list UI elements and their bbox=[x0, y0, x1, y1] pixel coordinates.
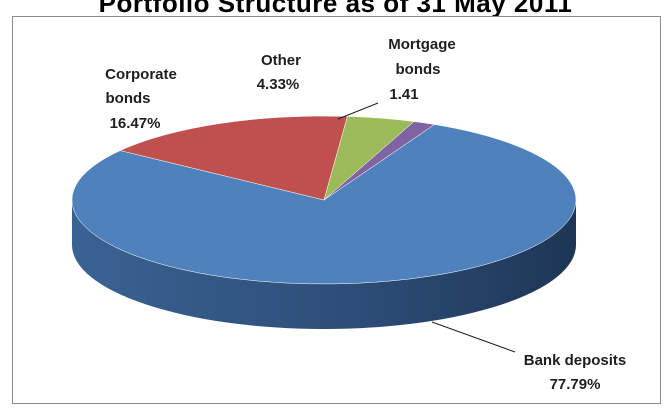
pie-slice-mortgage-bonds bbox=[323, 121, 436, 201]
bank-deposits-leader-line bbox=[431, 321, 516, 353]
pie-side-bank-deposits bbox=[72, 200, 576, 329]
other-label-line2: 4.33% bbox=[257, 76, 300, 93]
pie-sides bbox=[72, 200, 576, 329]
corporate-bonds-label-line2: bonds bbox=[106, 90, 151, 107]
mortgage-bonds-label-line3: 1.41 bbox=[389, 86, 418, 103]
mortgage-bonds-leader-line bbox=[337, 102, 379, 120]
pie-slices bbox=[71, 115, 577, 285]
corporate-bonds-label-line1: Corporate bbox=[105, 66, 177, 83]
other-label-line1: Other bbox=[261, 52, 301, 69]
mortgage-bonds-label-line1: Mortgage bbox=[388, 36, 456, 53]
pie-slice-corporate-bonds bbox=[119, 115, 348, 201]
pie-slice-bank-deposits bbox=[71, 124, 577, 285]
bank-deposits-label-line1: Bank deposits bbox=[524, 352, 627, 369]
mortgage-bonds-label-line2: bonds bbox=[396, 61, 441, 78]
corporate-bonds-label-line3: 16.47% bbox=[110, 115, 161, 132]
bank-deposits-label-line2: 77.79% bbox=[550, 376, 601, 393]
chart-title: Portfolio Structure as of 31 May 2011 bbox=[98, 0, 573, 18]
